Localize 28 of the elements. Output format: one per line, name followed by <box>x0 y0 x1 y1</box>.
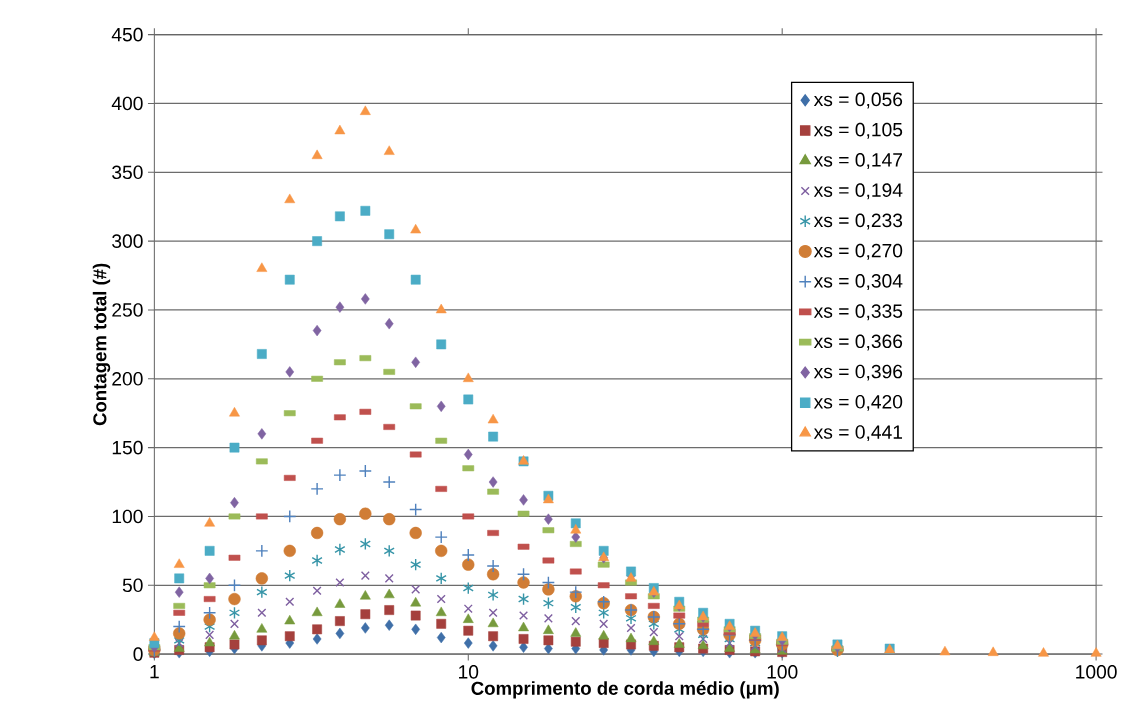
legend-label: xs = 0,396 <box>813 364 903 381</box>
x-tick-label: 1000 <box>1076 664 1117 679</box>
x-tick-label: 10 <box>459 664 479 679</box>
legend-label: xs = 0,304 <box>813 273 903 290</box>
y-tick-label: 150 <box>112 440 143 455</box>
y-tick-label: 400 <box>111 96 143 111</box>
y-tick-label: 250 <box>112 302 143 317</box>
legend-label: xs = 0,194 <box>813 183 903 199</box>
legend-label: xs = 0,233 <box>813 213 903 230</box>
x-tick-label: 100 <box>767 664 798 679</box>
y-tick-label: 0 <box>133 647 143 661</box>
legend-label: xs = 0,105 <box>813 122 903 139</box>
legend-label: xs = 0,366 <box>813 334 903 351</box>
legend-label: xs = 0,056 <box>813 92 903 109</box>
y-tick-label: 200 <box>112 371 143 386</box>
legend-label: xs = 0,420 <box>813 394 903 411</box>
y-axis-title: Contagem total (#) <box>92 263 111 425</box>
y-tick-label: 50 <box>122 578 143 592</box>
y-tick-label: 450 <box>111 27 143 42</box>
legend-label: xs = 0,270 <box>813 243 903 260</box>
x-tick-label: 1 <box>150 664 159 679</box>
y-tick-label: 350 <box>112 165 143 179</box>
y-tick-label: 100 <box>112 509 143 524</box>
x-axis-title: Comprimento de corda médio (μm) <box>471 680 779 699</box>
legend-label: xs = 0,441 <box>813 424 903 441</box>
legend-label: xs = 0,147 <box>813 152 902 169</box>
y-tick-label: 300 <box>112 234 143 248</box>
legend-label: xs = 0,335 <box>813 304 903 320</box>
